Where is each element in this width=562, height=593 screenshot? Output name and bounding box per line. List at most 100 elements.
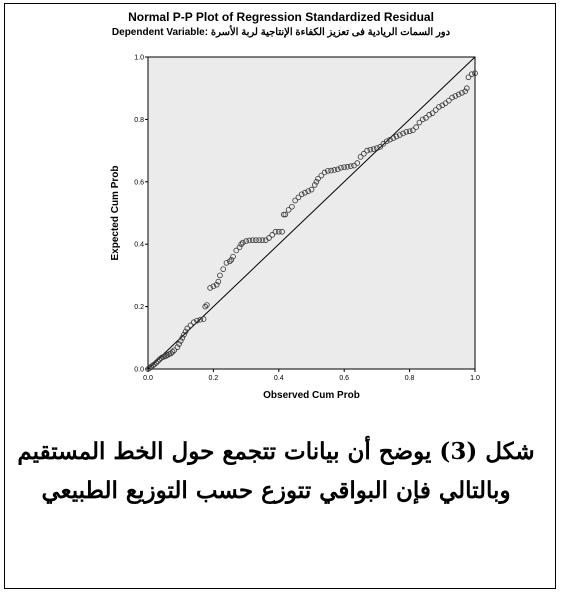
y-axis: 0.0 0.2 0.4 0.6 0.8 1.0 (134, 55, 148, 374)
x-tick-label: 0.2 (209, 375, 219, 382)
dependent-variable-name: دور السمات الريادية فى تعزيز الكفاءة الإ… (210, 27, 451, 38)
data-point (377, 144, 383, 150)
data-point (419, 116, 426, 123)
data-point (285, 207, 292, 213)
data-point (169, 349, 176, 355)
data-point (413, 124, 419, 130)
data-point (275, 228, 282, 235)
data-point (400, 130, 406, 137)
data-point (187, 322, 194, 329)
data-point (344, 164, 351, 170)
data-point (432, 107, 439, 113)
data-point (230, 253, 236, 260)
data-point (202, 303, 209, 310)
data-point (194, 317, 200, 324)
data-point (321, 169, 328, 176)
data-point (151, 361, 158, 368)
data-point (374, 145, 380, 151)
data-point (341, 164, 348, 170)
data-point (280, 211, 287, 218)
data-point (308, 186, 315, 193)
data-point (464, 85, 470, 91)
data-point (334, 166, 341, 173)
data-point (396, 132, 403, 138)
data-point (354, 160, 361, 166)
data-point (228, 256, 235, 263)
data-point (289, 203, 295, 210)
data-point (200, 316, 207, 322)
data-point (449, 94, 455, 101)
data-point (256, 237, 262, 243)
y-tick-label: 0.2 (134, 304, 144, 311)
y-tick-label: 0.8 (134, 117, 144, 124)
data-point (423, 115, 429, 121)
data-point (292, 197, 298, 204)
data-point (390, 135, 397, 141)
data-point (403, 129, 410, 135)
data-point (220, 266, 227, 272)
data-point (313, 179, 320, 185)
data-point (455, 91, 462, 98)
data-point (215, 278, 222, 285)
data-point (331, 167, 338, 173)
data-point (393, 133, 400, 140)
data-point (181, 331, 187, 338)
data-point (410, 127, 416, 134)
data-point (171, 347, 177, 354)
subtitle-prefix: Dependent Variable: (111, 27, 211, 38)
data-point (184, 325, 191, 332)
y-tick-label: 0.6 (134, 179, 144, 186)
x-axis: 0.0 0.2 0.4 0.6 0.8 1.0 (143, 369, 480, 382)
data-point (223, 260, 230, 266)
data-point (240, 239, 246, 246)
data-point (370, 146, 377, 152)
data-point (197, 316, 204, 323)
data-point (465, 74, 472, 81)
data-point (295, 194, 302, 201)
x-tick-label: 0.6 (339, 375, 349, 382)
data-point (155, 358, 161, 365)
data-point (338, 164, 344, 171)
pp-plot: 0.0 0.2 0.4 0.6 0.8 1.0 0.0 0.2 0.4 0.6 0.8 1.0 Ob… (110, 55, 480, 402)
data-point (468, 71, 475, 77)
data-point (269, 232, 276, 238)
data-point (246, 237, 253, 244)
y-tick-label: 0.4 (134, 242, 144, 249)
data-point (383, 138, 390, 145)
data-point (311, 182, 318, 188)
data-point (472, 70, 478, 77)
data-point (305, 188, 312, 194)
data-point (459, 90, 465, 96)
data-point (207, 285, 213, 291)
data-point (233, 247, 240, 254)
y-axis-label: Expected Cum Prob (110, 165, 121, 260)
data-point (406, 128, 413, 135)
data-point (217, 272, 223, 279)
data-point (367, 146, 374, 153)
data-point (387, 136, 393, 143)
data-point (416, 119, 423, 126)
data-point (436, 104, 442, 110)
y-tick-label: 1.0 (134, 55, 144, 62)
data-point (236, 244, 243, 251)
chart-subtitle: Dependent Variable: دور السمات الريادية … (0, 27, 562, 38)
data-point (210, 283, 217, 290)
data-point (462, 88, 468, 95)
data-point (272, 228, 279, 235)
figure-caption: شكل (3) يوضح أن بيانات تتجمع حول الخط ال… (17, 438, 535, 504)
data-point (238, 241, 244, 248)
data-point (328, 167, 334, 174)
data-point (347, 163, 354, 170)
x-tick-label: 1.0 (470, 375, 480, 382)
data-point (361, 150, 367, 157)
data-point (226, 258, 233, 265)
x-tick-label: 0.4 (274, 375, 284, 382)
data-point (279, 228, 285, 235)
data-point (364, 147, 370, 154)
data-point (266, 235, 272, 241)
data-point (315, 175, 321, 182)
data-point (282, 211, 289, 218)
chart-title: Normal P-P Plot of Regression Standardiz… (128, 10, 434, 24)
x-axis-label: Observed Cum Prob (263, 390, 360, 401)
data-point (426, 111, 433, 118)
